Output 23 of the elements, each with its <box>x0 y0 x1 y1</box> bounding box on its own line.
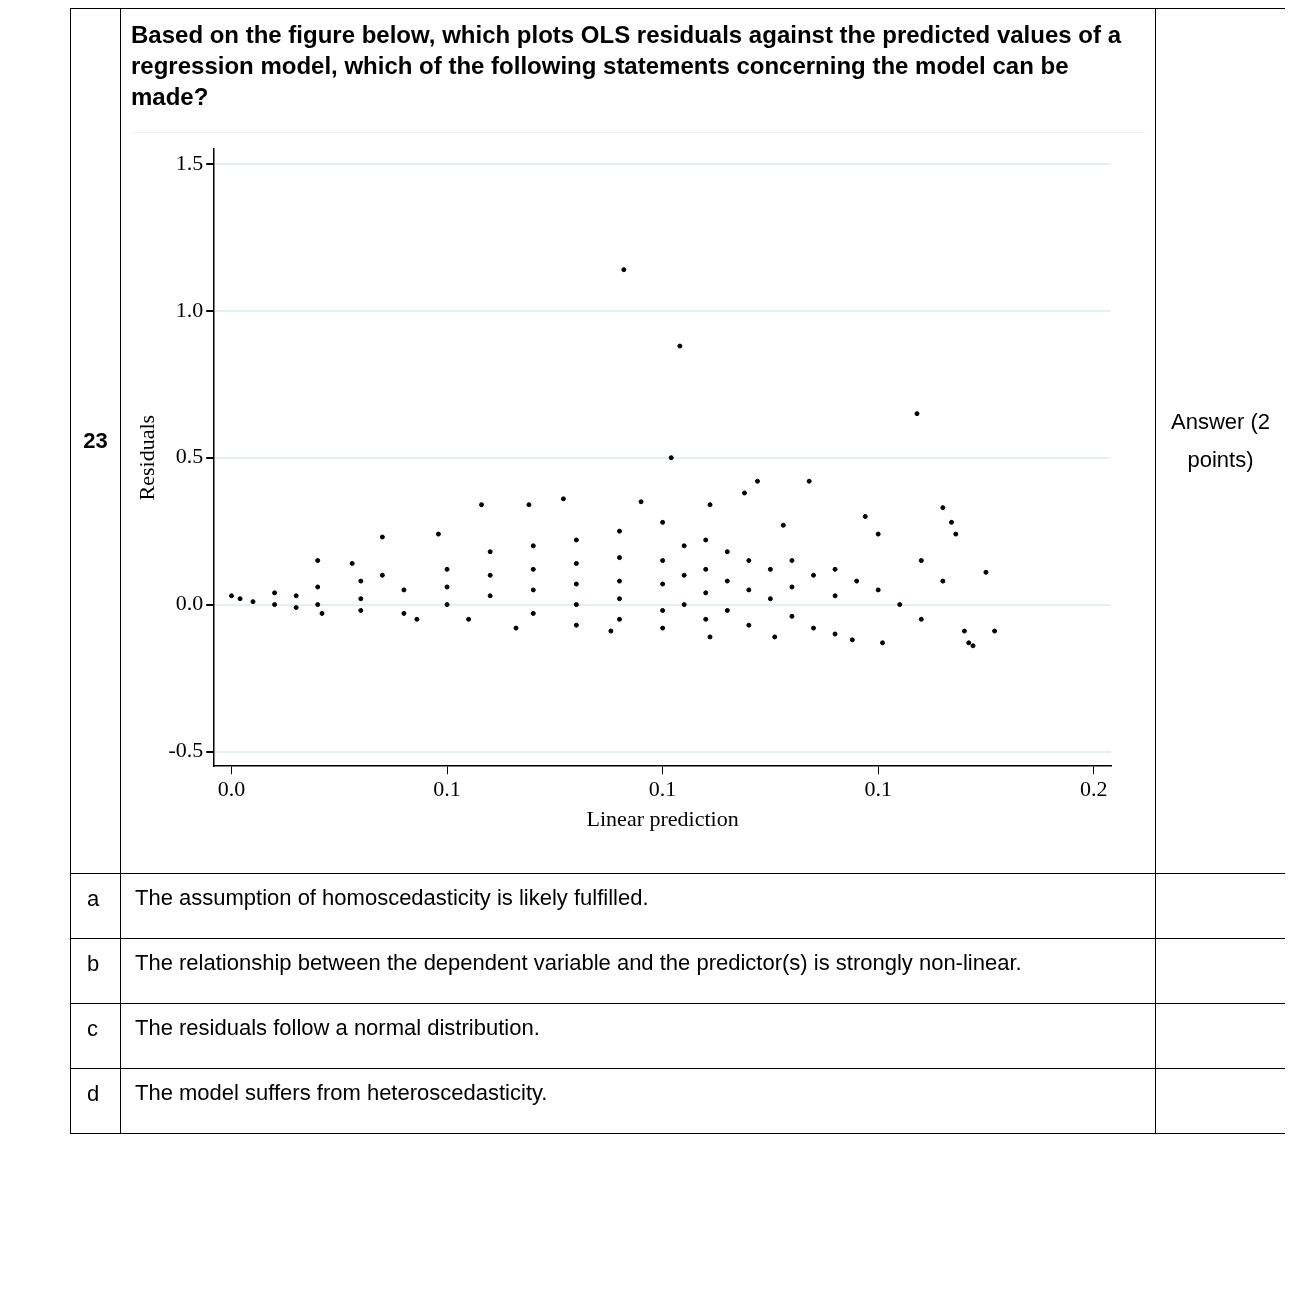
text: Answer (2 points) <box>1169 408 1271 474</box>
y-tick-label: 0.0 <box>175 590 204 616</box>
chart-title: Based on the figure below, which plots OLS residuals against the predicted values of a regression model, which of the following statements concerning the model can be made? <box>131 19 1145 133</box>
y-tick-label: 1.0 <box>175 296 204 322</box>
y-axis-title: Residuals <box>133 414 159 501</box>
text: The model suffers from heteroscedasticity. <box>121 1069 1156 1133</box>
text: The residuals follow a normal distribution. <box>121 1004 1156 1068</box>
text: c <box>71 1004 121 1068</box>
text: a <box>71 874 121 938</box>
y-tick-label: 1.5 <box>175 149 204 175</box>
text: 23 <box>71 9 121 873</box>
y-tick-label: -0.5 <box>168 737 204 763</box>
x-tick-label: 0.1 <box>433 776 461 802</box>
text: d <box>71 1069 121 1133</box>
x-tick-label: 0.2 <box>1080 776 1108 802</box>
x-tick-label: 0.1 <box>864 776 892 802</box>
text: b <box>71 939 121 1003</box>
x-axis-title: Linear prediction <box>586 805 739 831</box>
text: The relationship between the dependent variable and the predictor(s) is strongly non-linear. <box>121 939 1156 1003</box>
y-tick-label: 0.5 <box>175 443 204 469</box>
x-tick-label: 0.1 <box>648 776 677 802</box>
text: The assumption of homoscedasticity is likely fulfilled. <box>121 874 1156 938</box>
x-tick-label: 0.0 <box>217 776 246 802</box>
